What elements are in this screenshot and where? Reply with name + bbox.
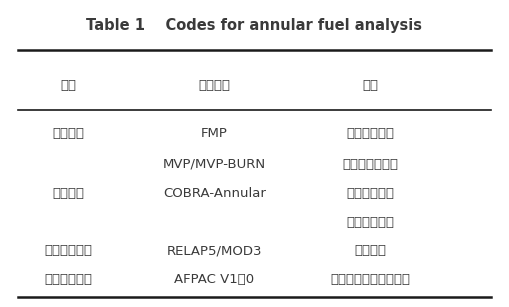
Text: COBRA-Annular: COBRA-Annular — [163, 187, 266, 200]
Text: MVP/MVP-BURN: MVP/MVP-BURN — [163, 157, 266, 171]
Text: 堆芯物理: 堆芯物理 — [52, 127, 84, 140]
Text: 程序名称: 程序名称 — [198, 79, 230, 92]
Text: 事故分析: 事故分析 — [354, 244, 386, 257]
Text: 堆芯燃料管理: 堆芯燃料管理 — [346, 127, 394, 140]
Text: 安全事故分析: 安全事故分析 — [44, 244, 92, 257]
Text: Table 1    Codes for annular fuel analysis: Table 1 Codes for annular fuel analysis — [87, 18, 422, 33]
Text: 功能: 功能 — [362, 79, 378, 92]
Text: 燃料元件稳态性能分析: 燃料元件稳态性能分析 — [330, 273, 410, 286]
Text: 热工水力分析: 热工水力分析 — [346, 216, 394, 229]
Text: 堆物理性能分析: 堆物理性能分析 — [342, 157, 398, 171]
Text: 辐照性能分析: 辐照性能分析 — [44, 273, 92, 286]
Text: RELAP5/MOD3: RELAP5/MOD3 — [166, 244, 262, 257]
Text: FMP: FMP — [201, 127, 228, 140]
Text: 环形燃料堆芯: 环形燃料堆芯 — [346, 187, 394, 200]
Text: 热工水力: 热工水力 — [52, 187, 84, 200]
Text: AFPAC V1．0: AFPAC V1．0 — [174, 273, 254, 286]
Text: 领域: 领域 — [60, 79, 76, 92]
